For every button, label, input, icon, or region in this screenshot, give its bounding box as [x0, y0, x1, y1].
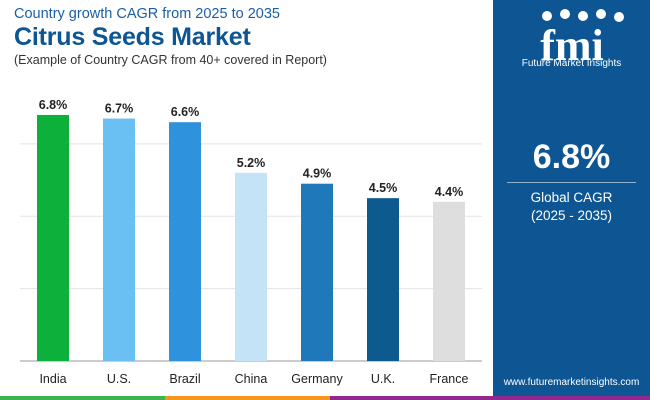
fmi-logo: fmi: [540, 9, 624, 70]
logo-subtitle: Future Market Insights: [521, 58, 622, 69]
bottom-color-strip: [0, 396, 650, 400]
data-label-5: 4.9%: [303, 167, 332, 181]
chart-header: Country growth CAGR from 2025 to 2035 Ci…: [14, 6, 327, 67]
x-tick-label-4: China: [235, 372, 268, 386]
data-label-6: 4.5%: [369, 181, 398, 195]
website-link[interactable]: www.futuremarketinsights.com: [503, 377, 640, 388]
bar-brazil: [169, 122, 201, 362]
bar-us: [103, 118, 135, 361]
global-cagr-value: 6.8%: [532, 138, 611, 176]
data-label-4: 5.2%: [237, 156, 266, 170]
strip-segment-purple: [330, 396, 650, 400]
x-tick-label-1: India: [39, 372, 66, 386]
x-tick-label-6: U.K.: [371, 372, 395, 386]
chart-note: (Example of Country CAGR from 40+ covere…: [14, 53, 327, 67]
bar-india: [37, 114, 69, 362]
bar-chart: 6.8% India 6.7% U.S. 6.6% Brazil 5.2% China 4.9%…: [20, 98, 482, 386]
strip-segment-orange: [165, 396, 330, 400]
bar-france: [433, 201, 465, 361]
chart-title: Citrus Seeds Market: [14, 23, 251, 51]
bar-germany: [301, 183, 333, 361]
data-label-7: 4.4%: [435, 185, 464, 199]
chart-subtitle: Country growth CAGR from 2025 to 2035: [14, 6, 280, 22]
x-tick-label-2: U.S.: [107, 372, 131, 386]
bar-china: [235, 172, 267, 361]
strip-segment-green: [0, 396, 165, 400]
data-label-1: 6.8%: [39, 98, 68, 112]
global-cagr-period: (2025 - 2035): [530, 208, 613, 223]
data-label-3: 6.6%: [171, 105, 200, 119]
bar-uk: [367, 198, 399, 361]
divider: [507, 182, 636, 183]
x-tick-label-3: Brazil: [169, 372, 200, 386]
x-tick-label-7: France: [430, 372, 469, 386]
x-tick-label-5: Germany: [291, 372, 343, 386]
global-cagr-label: Global CAGR: [530, 190, 613, 205]
data-label-2: 6.7%: [105, 102, 134, 116]
logo-text: fmi: [540, 21, 604, 70]
summary-panel: fmi Future Market Insights 6.8% Global C…: [493, 0, 650, 400]
